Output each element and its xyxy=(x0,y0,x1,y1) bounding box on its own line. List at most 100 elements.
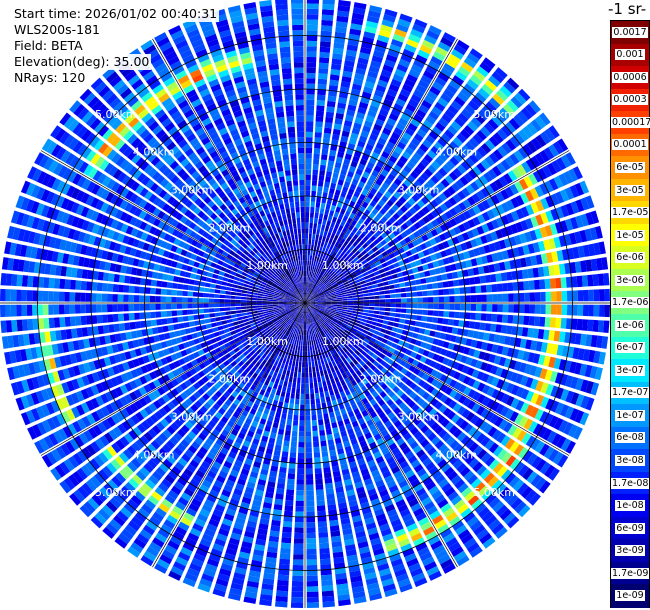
ray-cell xyxy=(425,366,434,375)
ray-cell xyxy=(318,218,323,225)
ray-cell xyxy=(358,101,369,110)
ray-cell xyxy=(491,71,505,84)
ray-cell xyxy=(310,300,316,303)
ray-cell xyxy=(365,265,372,271)
ray-cell xyxy=(356,330,362,335)
ray-cell xyxy=(300,393,305,400)
ray-cell xyxy=(320,308,326,311)
ray-cell xyxy=(391,131,401,141)
ray-cell xyxy=(546,162,557,176)
ray-cell xyxy=(330,416,337,424)
ray-cell xyxy=(588,349,596,363)
ray-cell xyxy=(338,0,351,7)
ray-cell xyxy=(306,516,316,523)
ray-cell xyxy=(534,185,544,198)
ray-cell xyxy=(480,313,487,321)
ray-cell xyxy=(336,308,342,311)
ray-cell xyxy=(422,139,432,149)
ray-cell xyxy=(416,236,424,244)
ray-cell xyxy=(572,426,583,440)
ray-cell xyxy=(352,155,360,163)
ray-cell xyxy=(417,388,426,397)
ray-cell xyxy=(523,175,534,188)
ray-cell xyxy=(470,312,476,320)
ray-cell xyxy=(405,336,412,343)
ray-cell xyxy=(320,30,332,37)
ray-cell xyxy=(342,70,353,78)
ray-cell xyxy=(552,141,564,155)
ray-cell xyxy=(355,229,362,237)
ray-cell xyxy=(410,137,421,147)
ray-cell xyxy=(582,304,589,317)
ray-cell xyxy=(465,356,473,366)
ray-cell xyxy=(246,311,253,315)
ray-cell xyxy=(484,323,492,332)
ray-cell xyxy=(306,527,316,534)
ray-cell xyxy=(463,251,471,260)
ray-cell xyxy=(284,505,294,512)
ray-cell xyxy=(560,154,572,168)
ray-cell xyxy=(429,330,436,337)
ray-cell xyxy=(344,255,351,262)
ray-cell xyxy=(487,476,499,488)
ray-cell xyxy=(251,308,258,311)
ray-cell xyxy=(453,381,462,391)
ray-cell xyxy=(392,73,404,83)
ray-cell xyxy=(575,215,584,228)
ray-cell xyxy=(461,232,470,241)
ray-cell xyxy=(421,284,428,290)
ray-cell xyxy=(444,333,452,341)
ray-cell xyxy=(524,304,530,314)
ray-cell xyxy=(353,78,364,86)
ray-cell xyxy=(292,420,299,426)
ray-cell xyxy=(340,244,346,251)
ray-cell xyxy=(305,292,308,298)
ray-cell xyxy=(377,253,384,260)
ray-cell xyxy=(379,303,386,307)
ray-cell xyxy=(318,381,323,388)
ray-cell xyxy=(325,428,332,435)
ray-cell xyxy=(532,328,539,339)
ray-cell xyxy=(417,162,426,172)
ray-cell xyxy=(396,389,404,397)
ray-cell xyxy=(431,436,441,446)
ray-cell xyxy=(399,155,408,164)
ray-cell xyxy=(422,249,430,257)
ray-cell xyxy=(401,298,407,303)
ray-cell xyxy=(484,79,497,92)
ray-cell xyxy=(320,307,326,310)
ray-cell xyxy=(370,60,382,69)
ray-cell xyxy=(513,461,525,474)
ray-cell xyxy=(333,286,340,290)
ray-cell xyxy=(330,233,336,240)
ray-cell xyxy=(461,450,472,461)
ray-cell xyxy=(470,238,478,248)
ray-cell xyxy=(394,68,406,78)
ray-cell xyxy=(184,328,192,335)
ray-cell xyxy=(339,251,346,257)
ray-cell xyxy=(338,213,344,220)
ray-cell xyxy=(320,35,332,43)
ray-cell xyxy=(490,274,497,283)
ray-cell xyxy=(402,48,415,58)
ray-cell xyxy=(351,207,358,215)
ray-cell xyxy=(471,227,480,237)
ray-cell xyxy=(353,343,359,350)
ray-cell xyxy=(500,125,512,137)
ray-cell xyxy=(355,67,366,76)
ray-cell xyxy=(225,315,232,320)
ray-cell xyxy=(470,304,477,311)
ray-cell xyxy=(290,441,297,448)
ray-cell xyxy=(333,194,340,201)
ray-cell xyxy=(362,357,369,364)
ray-cell xyxy=(476,304,482,312)
ray-cell xyxy=(431,388,440,397)
ray-cell xyxy=(510,397,520,409)
ray-cell xyxy=(300,399,305,405)
ray-cell xyxy=(437,97,449,108)
ray-cell xyxy=(231,314,237,319)
ray-cell xyxy=(483,172,493,183)
ray-cell xyxy=(309,306,314,311)
ray-cell xyxy=(395,344,403,351)
ray-cell xyxy=(326,317,332,322)
